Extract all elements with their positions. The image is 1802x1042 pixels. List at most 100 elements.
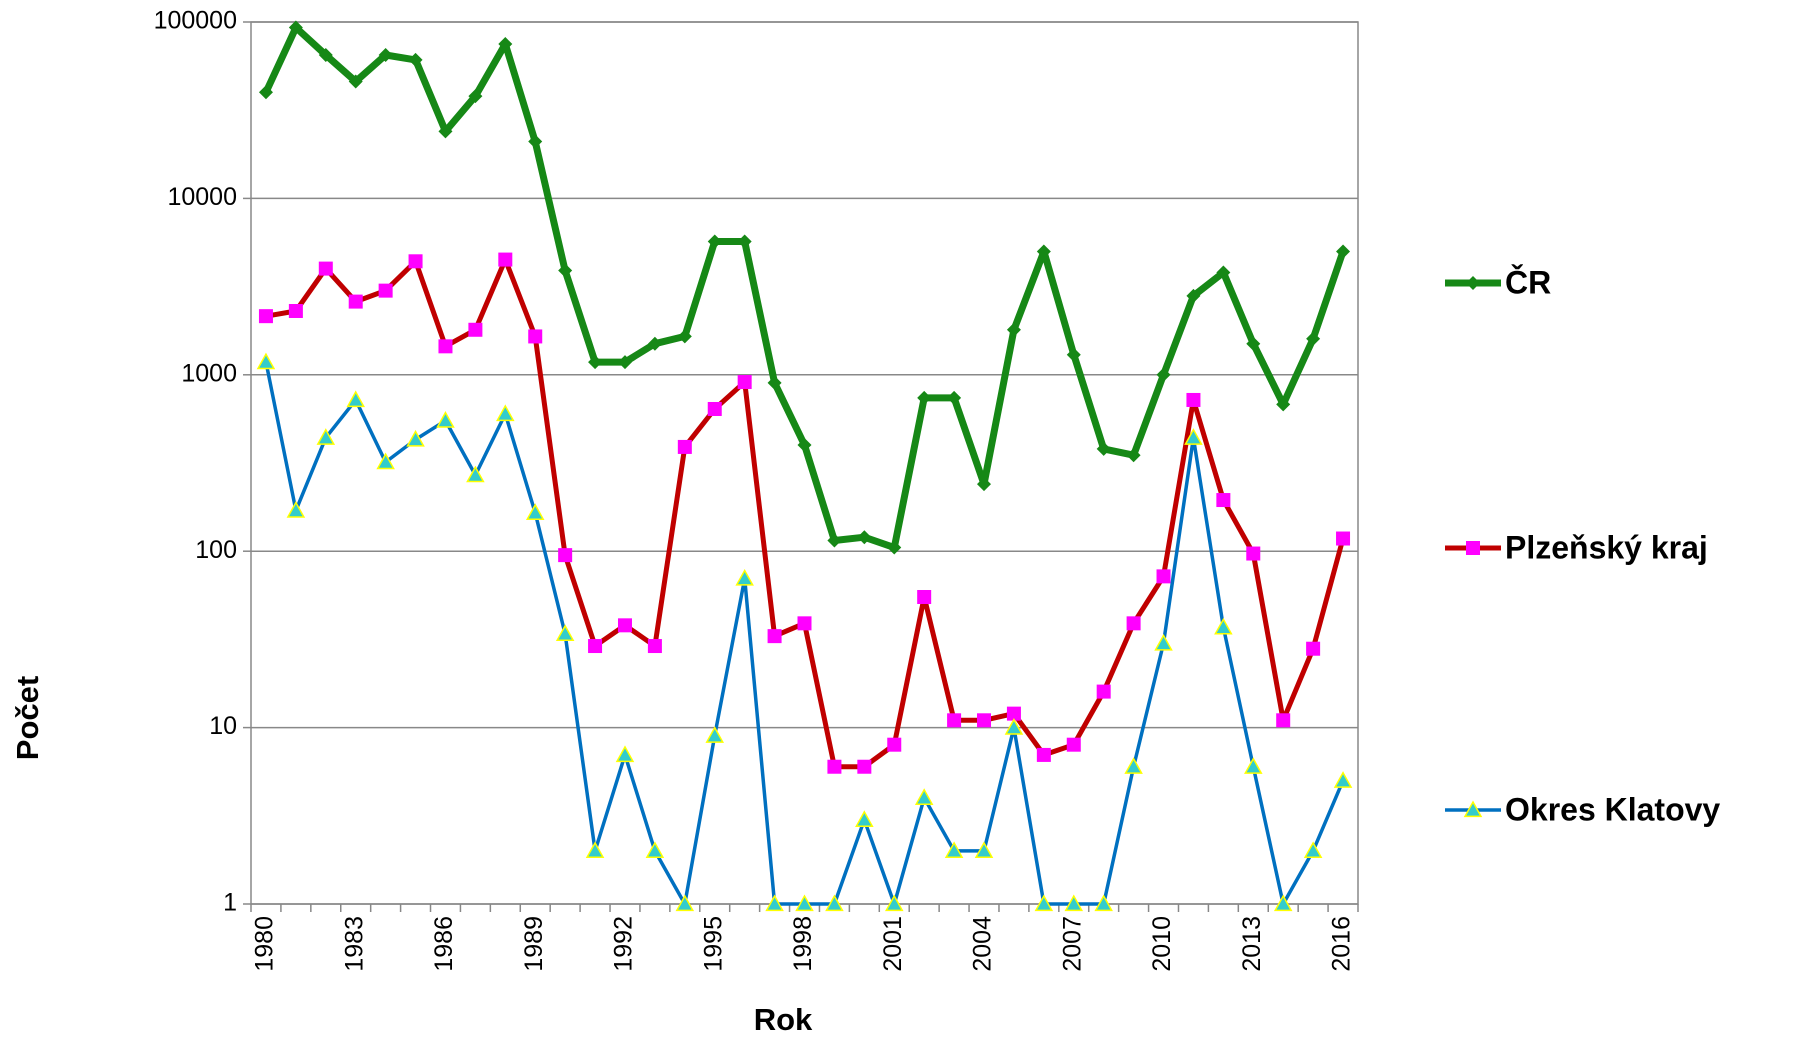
marker xyxy=(318,261,333,276)
marker xyxy=(496,404,515,422)
marker xyxy=(1066,347,1081,362)
marker xyxy=(1273,894,1293,912)
marker xyxy=(466,465,485,483)
marker xyxy=(827,759,842,774)
marker xyxy=(1186,288,1201,303)
marker xyxy=(288,20,303,35)
x-tick-label: 2016 xyxy=(1328,916,1356,972)
marker xyxy=(1246,336,1261,351)
marker xyxy=(1096,684,1111,699)
y-tick-label: 1 xyxy=(223,889,237,917)
legend-text: ČR xyxy=(1505,264,1551,300)
marker xyxy=(1336,244,1351,259)
marker xyxy=(675,894,695,912)
legend-marker xyxy=(1466,276,1480,290)
marker xyxy=(528,329,543,344)
marker xyxy=(1094,894,1113,912)
marker xyxy=(1036,244,1051,259)
marker xyxy=(1244,757,1263,774)
marker xyxy=(256,352,276,370)
marker xyxy=(346,390,365,408)
marker xyxy=(1156,569,1171,584)
legend-text: Plzeňský kraj xyxy=(1505,529,1708,565)
legend-text: Okres Klatovy xyxy=(1505,791,1720,827)
marker xyxy=(677,439,692,454)
x-tick-label: 1992 xyxy=(610,916,638,972)
marker xyxy=(528,134,543,149)
marker xyxy=(765,894,784,912)
marker xyxy=(827,533,842,548)
marker xyxy=(555,624,575,641)
marker xyxy=(378,48,393,63)
marker xyxy=(647,336,662,351)
marker xyxy=(977,713,992,728)
marker xyxy=(887,737,902,752)
marker xyxy=(825,894,844,912)
marker xyxy=(645,841,665,859)
marker xyxy=(1036,747,1051,762)
marker xyxy=(318,48,333,63)
marker xyxy=(707,234,722,249)
marker xyxy=(737,375,752,390)
marker xyxy=(1034,894,1054,912)
x-tick-label: 1983 xyxy=(340,916,368,972)
x-tick-label: 1995 xyxy=(699,916,727,972)
marker xyxy=(1124,757,1143,774)
x-tick-label: 1989 xyxy=(520,916,548,972)
marker xyxy=(615,745,635,763)
marker xyxy=(1156,367,1171,382)
marker xyxy=(855,810,874,827)
marker xyxy=(1004,718,1024,735)
x-tick-label: 2013 xyxy=(1238,916,1266,972)
marker xyxy=(1333,771,1353,788)
marker xyxy=(857,759,872,774)
marker xyxy=(1066,737,1081,752)
marker xyxy=(1154,633,1173,651)
marker xyxy=(316,428,336,445)
marker xyxy=(558,548,573,563)
marker xyxy=(258,85,273,100)
marker xyxy=(438,124,453,139)
marker xyxy=(438,339,453,354)
y-tick-label: 1000 xyxy=(181,359,237,387)
marker xyxy=(1216,265,1231,280)
marker xyxy=(914,788,934,805)
y-tick-label: 10000 xyxy=(167,183,237,211)
marker xyxy=(376,452,395,470)
x-tick-label: 1998 xyxy=(789,916,817,972)
marker xyxy=(1216,493,1231,508)
y-tick-label: 100 xyxy=(195,536,237,564)
marker xyxy=(1006,322,1021,337)
marker xyxy=(588,355,603,370)
marker xyxy=(977,477,992,492)
marker xyxy=(1126,616,1141,631)
marker xyxy=(1184,428,1203,445)
marker xyxy=(288,303,303,318)
marker xyxy=(498,252,513,267)
marker xyxy=(737,234,752,249)
marker xyxy=(1096,441,1111,456)
marker xyxy=(498,37,513,52)
marker xyxy=(887,540,902,555)
marker xyxy=(558,263,573,278)
marker xyxy=(647,639,662,654)
marker xyxy=(258,309,273,324)
x-tick-label: 2010 xyxy=(1148,916,1176,972)
marker xyxy=(1126,448,1141,463)
x-tick-label: 1980 xyxy=(251,916,279,972)
marker xyxy=(468,322,483,337)
marker xyxy=(677,329,692,344)
x-tick-label: 1986 xyxy=(430,916,458,972)
marker xyxy=(795,894,814,912)
marker xyxy=(468,89,483,104)
marker xyxy=(767,375,782,390)
marker xyxy=(1276,397,1291,412)
marker xyxy=(1186,392,1201,407)
marker xyxy=(1306,641,1321,656)
legend-marker xyxy=(1466,541,1480,555)
marker xyxy=(917,390,932,405)
marker xyxy=(1064,894,1084,912)
marker xyxy=(378,283,393,298)
marker xyxy=(797,616,812,631)
